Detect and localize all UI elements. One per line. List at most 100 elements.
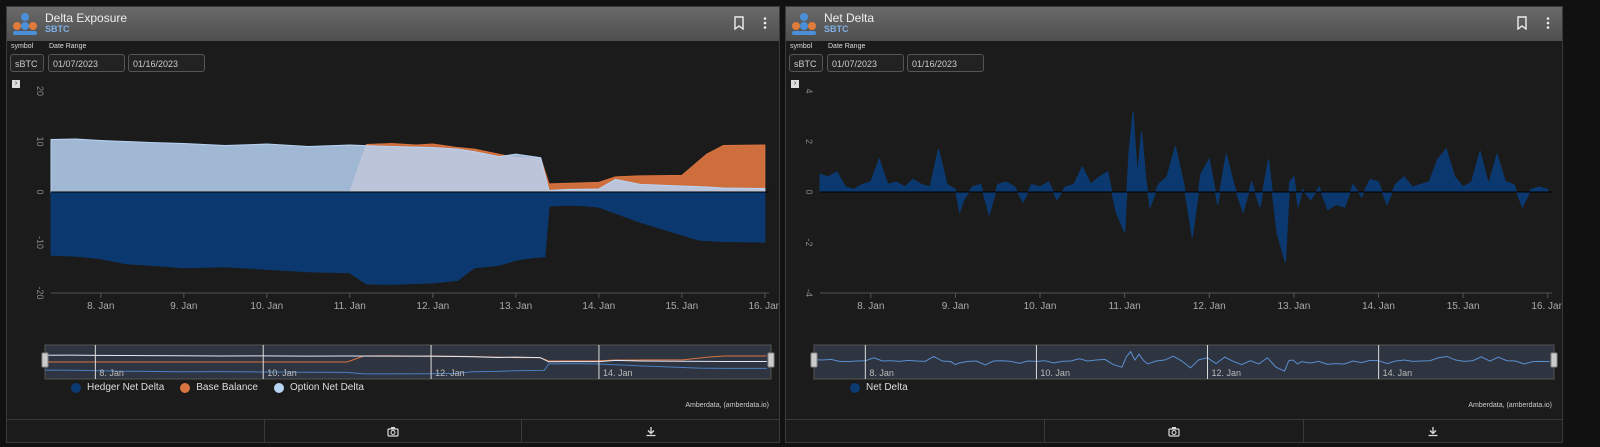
x-tick-label: 8. Jan [87, 301, 114, 312]
navigator-handle-right[interactable] [1550, 352, 1558, 368]
legend-label: Option Net Delta [289, 382, 364, 393]
navigator-tick-label: 10. Jan [267, 368, 297, 378]
x-tick-label: 14. Jan [1362, 301, 1395, 312]
chart-credit: Amberdata, (amberdata.io) [685, 402, 769, 409]
delta-exposure-panel: Delta Exposure SBTC symbol Date Range sB… [6, 6, 780, 443]
panel-subtitle: SBTC [824, 24, 849, 34]
symbol-label: symbol [11, 43, 34, 50]
symbol-select[interactable]: sBTC [10, 54, 44, 72]
panel-header: Delta Exposure SBTC [7, 7, 779, 41]
legend-label: Hedger Net Delta [87, 382, 165, 393]
legend-label: Base Balance [196, 382, 258, 393]
navigator-handle-left[interactable] [810, 352, 818, 368]
camera-icon[interactable] [387, 426, 399, 437]
x-tick-label: 14. Jan [582, 301, 615, 312]
navigator-tick-label: 10. Jan [1040, 368, 1070, 378]
y-tick-label: 10 [35, 136, 45, 146]
download-icon[interactable] [1427, 426, 1439, 437]
navigator-window[interactable] [813, 344, 1555, 380]
snapshot-button[interactable] [265, 420, 523, 442]
bookmark-icon[interactable] [733, 16, 745, 30]
symbol-select[interactable]: sBTC [789, 54, 823, 72]
navigator-tick-label: 14. Jan [603, 368, 633, 378]
date-range-label: Date Range [49, 43, 87, 50]
x-tick-label: 13. Jan [499, 301, 532, 312]
footer-spacer [7, 420, 265, 442]
camera-icon[interactable] [1168, 426, 1180, 437]
footer-spacer [786, 420, 1045, 442]
x-tick-label: 9. Jan [170, 301, 197, 312]
panel-header: Net Delta SBTC [786, 7, 1562, 41]
navigator-tick-label: 12. Jan [435, 368, 465, 378]
y-tick-label: -4 [804, 289, 814, 297]
net-delta-panel: Net Delta SBTC symbol Date Range sBTC 01… [785, 6, 1563, 443]
date-to-input[interactable]: 01/16/2023 [128, 54, 205, 72]
x-tick-label: 13. Jan [1277, 301, 1310, 312]
legend-item-net-delta[interactable]: Net Delta [850, 382, 908, 393]
chart-credit: Amberdata, (amberdata.io) [1468, 402, 1552, 409]
series-area-hedger-net-delta[interactable] [50, 191, 766, 285]
navigator-line-net-delta [813, 350, 1550, 372]
expand-toggle-icon[interactable]: › [12, 80, 20, 88]
net-delta-chart: 4 2 0 -2 -4 8. Jan 9. Jan 10. Jan 11. Jan 12. Jan… [804, 88, 1563, 380]
navigator-tick-label: 12. Jan [1212, 368, 1242, 378]
panel-title: Net Delta [824, 11, 875, 25]
y-tick-label: 0 [804, 189, 814, 194]
navigator-line-option-net-delta [44, 354, 767, 363]
symbol-label: symbol [790, 43, 813, 50]
date-range-label: Date Range [828, 43, 866, 50]
y-tick-label: -2 [804, 238, 814, 246]
download-icon[interactable] [645, 426, 657, 437]
chart-legend: Hedger Net Delta Base Balance Option Net D… [71, 382, 364, 393]
x-tick-label: 16. Jan [1531, 301, 1563, 312]
kebab-menu-icon[interactable] [759, 16, 771, 30]
y-tick-label: -10 [35, 236, 45, 249]
x-tick-label: 15. Jan [665, 301, 698, 312]
x-tick-label: 12. Jan [416, 301, 449, 312]
kebab-menu-icon[interactable] [1542, 16, 1554, 30]
legend-marker [273, 382, 284, 393]
panel-subtitle: SBTC [45, 24, 70, 34]
x-tick-label: 10. Jan [1024, 301, 1057, 312]
navigator-handle-left[interactable] [41, 352, 49, 368]
navigator-tick-label: 8. Jan [99, 368, 124, 378]
date-to-input[interactable]: 01/16/2023 [907, 54, 984, 72]
x-tick-label: 11. Jan [334, 301, 366, 312]
y-tick-label: 4 [804, 88, 814, 93]
download-button[interactable] [522, 420, 779, 442]
legend-marker [71, 382, 81, 393]
legend-item-base-balance[interactable]: Base Balance [180, 382, 258, 393]
legend-item-option-net-delta[interactable]: Option Net Delta [273, 382, 364, 393]
bookmark-icon[interactable] [1516, 16, 1528, 30]
download-button[interactable] [1304, 420, 1562, 442]
legend-item-hedger-net-delta[interactable]: Hedger Net Delta [71, 382, 164, 393]
panel-footer [7, 419, 779, 442]
series-area-net-delta[interactable] [819, 111, 1549, 263]
y-tick-label: 0 [35, 189, 45, 194]
x-tick-label: 9. Jan [942, 301, 969, 312]
chart-legend: Net Delta [850, 382, 908, 393]
y-tick-label: -20 [35, 286, 45, 299]
expand-toggle-icon[interactable]: › [791, 80, 799, 88]
x-tick-label: 8. Jan [857, 301, 884, 312]
navigator-tick-label: 8. Jan [869, 368, 894, 378]
panel-footer [786, 419, 1562, 442]
legend-marker [850, 382, 860, 393]
navigator-handle-right[interactable] [767, 352, 775, 368]
x-tick-label: 11. Jan [1109, 301, 1141, 312]
date-from-input[interactable]: 01/07/2023 [48, 54, 125, 72]
navigator-line-hedger-net-delta [44, 363, 767, 375]
legend-marker [180, 382, 191, 393]
series-area-option-net-delta[interactable] [50, 138, 766, 193]
amberdata-logo [792, 13, 816, 35]
snapshot-button[interactable] [1045, 420, 1304, 442]
x-tick-label: 16. Jan [748, 301, 780, 312]
date-from-input[interactable]: 01/07/2023 [827, 54, 904, 72]
navigator-tick-label: 14. Jan [1383, 368, 1413, 378]
delta-exposure-chart: 20 10 0 -10 -20 8. Jan 9. Jan 10. Jan 11. Jan 12.… [35, 86, 780, 380]
y-tick-label: 2 [804, 139, 814, 144]
x-tick-label: 15. Jan [1447, 301, 1480, 312]
amberdata-logo [13, 13, 37, 35]
legend-label: Net Delta [866, 382, 908, 393]
x-tick-label: 12. Jan [1193, 301, 1226, 312]
